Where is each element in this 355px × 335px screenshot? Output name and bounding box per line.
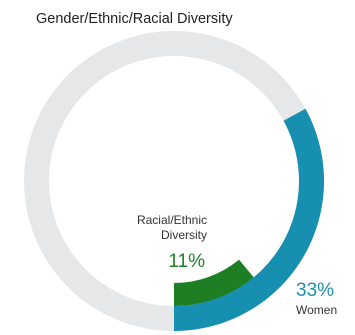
racial-ethnic-diversity-label-line-2: Diversity <box>160 228 207 242</box>
women-value: 33% <box>296 280 335 301</box>
women-label: Women <box>296 303 338 317</box>
racial-ethnic-diversity-arc <box>174 259 254 306</box>
chart-title: Gender/Ethnic/Racial Diversity <box>36 11 233 27</box>
racial-ethnic-diversity-label: Racial/Ethnic Diversity <box>137 213 207 243</box>
racial-ethnic-diversity-label-line-1: Racial/Ethnic <box>136 213 207 227</box>
racial-ethnic-diversity-value: 11% <box>168 251 205 272</box>
women-arc <box>174 108 325 332</box>
